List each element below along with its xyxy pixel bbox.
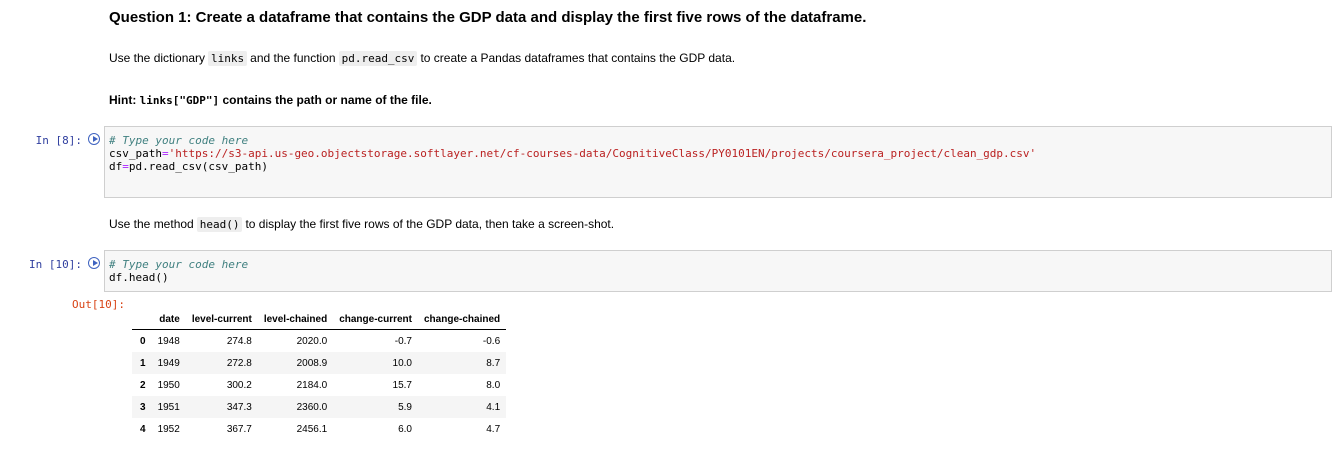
table-cell: 2456.1 [296, 423, 328, 435]
hint-text: Hint: links["GDP"] contains the path or … [109, 93, 432, 107]
table-cell: 5.9 [333, 396, 418, 418]
row-index: 2 [140, 379, 146, 391]
table-cell: 1952 [157, 423, 180, 435]
table-cell: 2360.0 [257, 396, 334, 418]
hint-prefix: Hint: [109, 93, 137, 107]
table-row: 2 1950 300.2 2184.0 15.7 8.0 [132, 374, 506, 396]
column-header: level-chained [257, 310, 334, 330]
table-cell: 15.7 [392, 379, 412, 391]
table-cell: 1951 [151, 396, 186, 418]
table-cell: 272.8 [185, 352, 258, 374]
inline-code-read-csv: pd.read_csv [338, 51, 418, 66]
hint-code: links["GDP"] [139, 94, 220, 107]
table-cell: -0.6 [482, 335, 501, 347]
table-cell: 6.0 [398, 423, 412, 435]
table-cell: -0.7 [394, 335, 412, 347]
table-cell: 2184.0 [296, 379, 328, 391]
table-cell: 8.7 [418, 352, 507, 374]
table-cell: 2020.0 [296, 335, 328, 347]
code-string-url: 'https://s3-api.us-geo.objectstorage.sof… [168, 147, 1037, 160]
run-cell-icon[interactable] [88, 257, 100, 269]
table-cell: 300.2 [226, 379, 252, 391]
table-header-row: date level-current level-chained change-… [132, 310, 507, 330]
column-header: change-chained [418, 310, 507, 330]
table-cell: 2008.9 [257, 352, 334, 374]
instruction-text: Use the dictionary links and the function p… [109, 51, 736, 66]
table-cell: 1948 [157, 335, 180, 347]
row-index: 0 [140, 335, 146, 347]
column-header: change-current [333, 310, 418, 330]
table-cell: 8.0 [486, 379, 501, 391]
code-cell-8[interactable]: # Type your code here csv_path='https://… [104, 126, 1332, 198]
table-cell: 4.7 [486, 423, 501, 435]
head-instruction-prefix: Use the method [109, 217, 194, 231]
column-header [132, 310, 152, 330]
inline-code-head: head() [196, 217, 243, 232]
code-call: df.head() [109, 271, 169, 284]
column-header: level-current [185, 310, 258, 330]
code-comment: # Type your code here [109, 134, 249, 147]
table-cell: 1949 [151, 352, 186, 374]
code-comment: # Type your code here [109, 258, 249, 271]
head-instruction-text: Use the method head() to display the first… [109, 217, 615, 232]
code-var: df [109, 160, 123, 173]
table-cell: 347.3 [185, 396, 258, 418]
head-instruction-suffix: to display the first five rows of the GD… [245, 217, 615, 231]
row-index: 3 [132, 396, 152, 418]
table-cell: 4.1 [418, 396, 507, 418]
run-cell-icon[interactable] [88, 133, 100, 145]
table-row: 1 1949 272.8 2008.9 10.0 8.7 [132, 352, 507, 374]
input-prompt-8: In [8]: [35, 134, 82, 147]
inline-code-links: links [208, 51, 248, 66]
table-cell: 1950 [157, 379, 180, 391]
row-index: 1 [132, 352, 152, 374]
table-row: 0 1948 274.8 2020.0 -0.7 -0.6 [132, 330, 506, 353]
input-prompt-10: In [10]: [29, 258, 82, 271]
table-row: 4 1952 367.7 2456.1 6.0 4.7 [132, 418, 506, 440]
table-row: 3 1951 347.3 2360.0 5.9 4.1 [132, 396, 507, 418]
instruction-mid: and the function [250, 51, 336, 65]
instruction-suffix: to create a Pandas dataframes that conta… [420, 51, 736, 65]
code-call: pd.read_csv(csv_path) [128, 160, 268, 173]
output-prompt-10: Out[10]: [72, 298, 125, 311]
question-title: Question 1: Create a dataframe that cont… [109, 9, 867, 26]
row-index: 4 [140, 423, 146, 435]
table-cell: 10.0 [333, 352, 418, 374]
code-var: csv_path [109, 147, 162, 160]
code-operator: = [122, 160, 129, 173]
dataframe-table: date level-current level-chained change-… [132, 310, 507, 440]
table-cell: 274.8 [226, 335, 252, 347]
code-cell-10[interactable]: # Type your code here df.head() [104, 250, 1332, 292]
hint-suffix: contains the path or name of the file. [222, 93, 432, 107]
table-cell: 367.7 [226, 423, 252, 435]
column-header: date [151, 310, 186, 330]
instruction-prefix: Use the dictionary [109, 51, 206, 65]
code-operator: = [161, 147, 169, 160]
